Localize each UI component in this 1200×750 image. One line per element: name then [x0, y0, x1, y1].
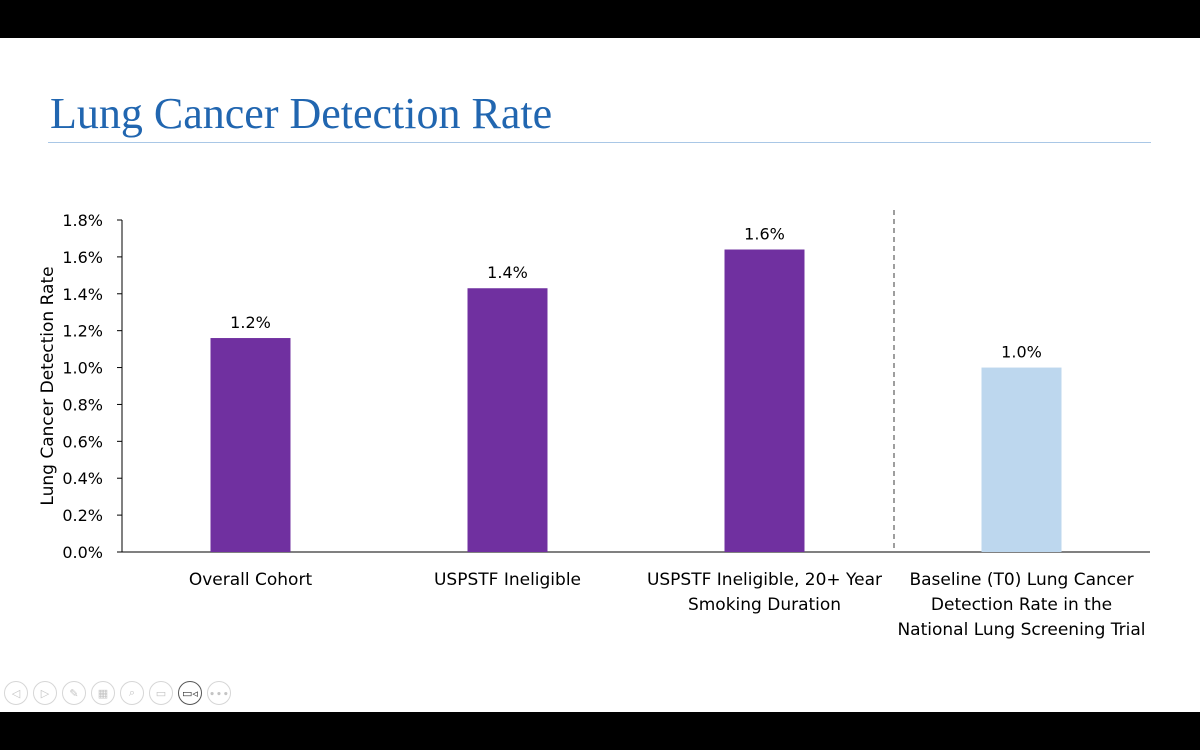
slides-icon[interactable]: ▦	[91, 681, 115, 705]
y-tick-label: 0.0%	[62, 543, 103, 562]
slide: Lung Cancer Detection Rate 0.0% 0.2% 0.4% 0…	[0, 38, 1200, 712]
data-label: 1.4%	[487, 263, 528, 282]
y-tick-label: 0.8%	[62, 395, 103, 414]
title-underline	[48, 142, 1151, 143]
y-tick-label: 0.6%	[62, 432, 103, 451]
zoom-icon[interactable]: ⌕	[120, 681, 144, 705]
x-category-label: USPSTF Ineligible	[434, 570, 581, 590]
data-label: 1.6%	[744, 225, 785, 244]
pen-icon[interactable]: ✎	[62, 681, 86, 705]
x-category-label: Baseline (T0) Lung Cancer	[909, 570, 1133, 590]
x-category-label: USPSTF Ineligible, 20+ Year	[647, 570, 882, 590]
x-category-label: Detection Rate in the	[931, 595, 1112, 615]
y-tick-label: 1.0%	[62, 359, 103, 378]
bar	[467, 288, 548, 552]
previous-icon[interactable]: ◁	[4, 681, 28, 705]
bar	[724, 249, 805, 552]
slide-title: Lung Cancer Detection Rate	[50, 89, 553, 138]
data-label: 1.2%	[230, 313, 271, 332]
y-tick-label: 0.2%	[62, 506, 103, 525]
bar	[210, 338, 291, 552]
y-tick-label: 1.8%	[62, 211, 103, 230]
y-tick-label: 1.2%	[62, 322, 103, 341]
data-label: 1.0%	[1001, 343, 1042, 362]
next-icon[interactable]: ▷	[33, 681, 57, 705]
y-tick-label: 1.4%	[62, 285, 103, 304]
bar	[981, 367, 1062, 552]
presentation-toolbar: ◁ ▷ ✎ ▦ ⌕ ▭ ▭◃ ∙∙∙	[4, 680, 231, 706]
x-category-label: Overall Cohort	[189, 570, 313, 590]
y-axis-title: Lung Cancer Detection Rate	[38, 266, 58, 505]
subtitles-icon[interactable]: ▭	[149, 681, 173, 705]
x-category-label: Smoking Duration	[688, 595, 841, 615]
more-icon[interactable]: ∙∙∙	[207, 681, 231, 705]
bar-chart: 0.0% 0.2% 0.4% 0.6% 0.8% 1.0% 1.2% 1.4% 1.6% 1.8%…	[38, 210, 1150, 640]
y-tick-label: 1.6%	[62, 248, 103, 267]
camera-icon[interactable]: ▭◃	[178, 681, 202, 705]
x-category-label: National Lung Screening Trial	[897, 620, 1145, 640]
y-tick-label: 0.4%	[62, 469, 103, 488]
